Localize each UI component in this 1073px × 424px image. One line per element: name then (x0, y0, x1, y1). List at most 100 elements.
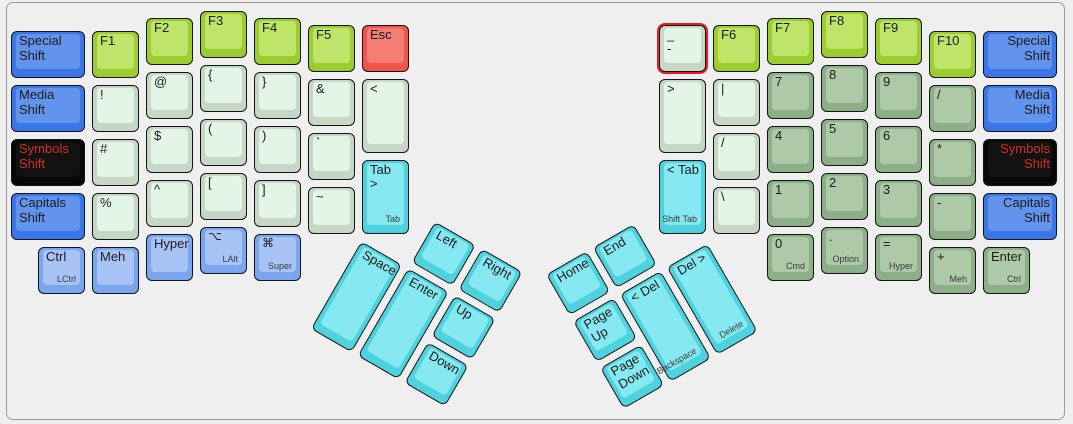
keycap-surface (259, 74, 296, 110)
keycap-surface (880, 128, 917, 164)
key-hash[interactable]: # (92, 139, 139, 187)
key-f6[interactable]: F6 (713, 24, 760, 72)
key-tab-forward[interactable]: Tab > Tab (362, 159, 409, 234)
keycap-surface (934, 88, 971, 124)
keycap-surface (367, 162, 404, 225)
key-numpad-equals[interactable]: = Hyper (875, 233, 922, 281)
key-f8[interactable]: F8 (821, 11, 868, 58)
keycap-surface (367, 81, 404, 144)
key-enter-right[interactable]: Enter Ctrl (983, 247, 1030, 295)
keycap-surface (151, 74, 188, 110)
keycap-surface (988, 196, 1052, 232)
key-numpad-9[interactable]: 9 (875, 71, 922, 119)
keycap-surface (205, 68, 242, 103)
keycap-surface (313, 189, 350, 225)
keycap-surface (988, 250, 1025, 286)
keycap-surface (826, 122, 863, 157)
keycap-surface (205, 176, 242, 211)
key-numpad-2[interactable]: 2 (821, 173, 868, 220)
key-f7[interactable]: F7 (767, 17, 814, 65)
key-numpad-3[interactable]: 3 (875, 179, 922, 227)
key-dollar[interactable]: $ (146, 125, 193, 173)
key-numpad-7[interactable]: 7 (767, 71, 814, 119)
key-symbols-shift-right[interactable]: Symbols Shift (983, 139, 1057, 187)
key-numpad-minus[interactable]: - (929, 193, 976, 241)
key-left-bracket[interactable]: [ (200, 173, 247, 220)
key-symbols-shift-left[interactable]: Symbols Shift (11, 139, 85, 187)
key-numpad-1[interactable]: 1 (767, 179, 814, 227)
keycap-surface (205, 14, 242, 49)
key-super[interactable]: ⌘ Super (254, 233, 301, 281)
key-backslash[interactable]: \ (713, 186, 760, 234)
key-tab-back[interactable]: < Tab Shift Tab (659, 159, 706, 234)
key-right-bracket[interactable]: ] (254, 179, 301, 227)
key-lalt[interactable]: ⌥ LAlt (200, 227, 247, 274)
key-caret[interactable]: ^ (146, 179, 193, 227)
key-numpad-plus[interactable]: + Meh (929, 247, 976, 295)
key-numpad-0[interactable]: 0 Cmd (767, 233, 814, 281)
keycap-surface (718, 27, 755, 63)
keycap-surface (772, 182, 809, 218)
key-percent[interactable]: % (92, 193, 139, 241)
key-numpad-4[interactable]: 4 (767, 125, 814, 173)
key-underscore-dash[interactable]: _ - (659, 24, 706, 72)
key-less-than[interactable]: < (362, 78, 409, 153)
keycap-surface (259, 20, 296, 56)
keycap-surface (934, 196, 971, 232)
key-numpad-6[interactable]: 6 (875, 125, 922, 173)
keycap-surface (664, 162, 701, 225)
key-left-paren[interactable]: ( (200, 119, 247, 166)
key-greater-than[interactable]: > (659, 78, 706, 153)
key-right-brace[interactable]: } (254, 71, 301, 119)
key-tilde[interactable]: ~ (308, 186, 355, 234)
keycap-surface (772, 128, 809, 164)
key-f4[interactable]: F4 (254, 17, 301, 65)
keycap-surface (205, 122, 242, 157)
key-slash[interactable]: / (713, 132, 760, 180)
keycap-surface (826, 176, 863, 211)
key-f2[interactable]: F2 (146, 17, 193, 65)
keycap-surface (16, 34, 80, 70)
key-f5[interactable]: F5 (308, 24, 355, 72)
key-numpad-multiply[interactable]: * (929, 139, 976, 187)
key-f9[interactable]: F9 (875, 17, 922, 65)
keycap-surface (664, 81, 701, 144)
key-exclamation[interactable]: ! (92, 85, 139, 133)
key-at[interactable]: @ (146, 71, 193, 119)
keycap-surface (97, 88, 134, 124)
keycap-surface (313, 81, 350, 117)
key-f3[interactable]: F3 (200, 11, 247, 58)
key-media-shift-left[interactable]: Media Shift (11, 85, 85, 133)
key-f10[interactable]: F10 (929, 31, 976, 79)
key-media-shift-right[interactable]: Media Shift (983, 85, 1057, 133)
key-numpad-8[interactable]: 8 (821, 65, 868, 112)
keycap-surface (988, 142, 1052, 178)
key-pipe[interactable]: | (713, 78, 760, 126)
key-numpad-divide[interactable]: / (929, 85, 976, 133)
key-capitals-shift-left[interactable]: Capitals Shift (11, 193, 85, 241)
key-special-shift-left[interactable]: Special Shift (11, 31, 85, 79)
keycap-surface (313, 135, 350, 171)
key-meh[interactable]: Meh (92, 247, 139, 295)
key-left-brace[interactable]: { (200, 65, 247, 112)
key-backtick[interactable]: ` (308, 132, 355, 180)
key-numpad-5[interactable]: 5 (821, 119, 868, 166)
keycap-surface (718, 189, 755, 225)
key-esc[interactable]: Esc (362, 24, 409, 72)
keycap-surface (880, 74, 917, 110)
key-numpad-period[interactable]: . Option (821, 227, 868, 274)
keycap-surface (880, 20, 917, 56)
keycap-surface (934, 142, 971, 178)
key-hyper-left[interactable]: Hyper (146, 233, 193, 281)
keycap-surface (934, 34, 971, 70)
key-right-paren[interactable]: ) (254, 125, 301, 173)
key-special-shift-right[interactable]: Special Shift (983, 31, 1057, 79)
keycap-surface (151, 182, 188, 218)
key-f1[interactable]: F1 (92, 31, 139, 79)
key-capitals-shift-right[interactable]: Capitals Shift (983, 193, 1057, 241)
key-ampersand[interactable]: & (308, 78, 355, 126)
key-ctrl-left[interactable]: Ctrl LCtrl (38, 247, 85, 295)
keycap-surface (880, 182, 917, 218)
keycap-surface (772, 236, 809, 272)
